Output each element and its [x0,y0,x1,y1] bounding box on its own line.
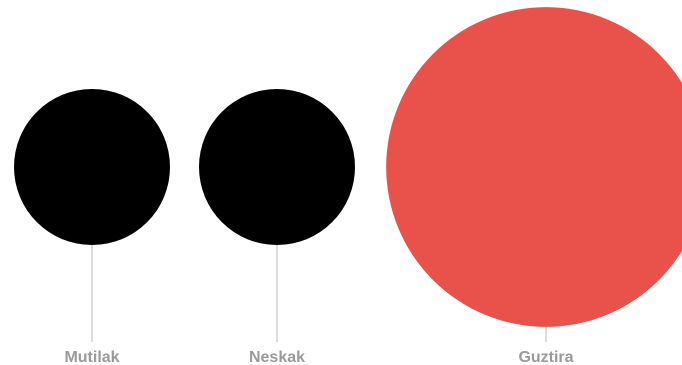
bubble-mutilak [14,89,170,245]
label-neskak: Neskak [249,349,305,365]
bubbles [14,7,682,327]
bubble-neskak [199,89,355,245]
bubble-guztira [386,7,682,327]
label-guztira: Guztira [518,349,573,365]
label-mutilak: Mutilak [64,349,119,365]
leader-lines [91,244,547,342]
